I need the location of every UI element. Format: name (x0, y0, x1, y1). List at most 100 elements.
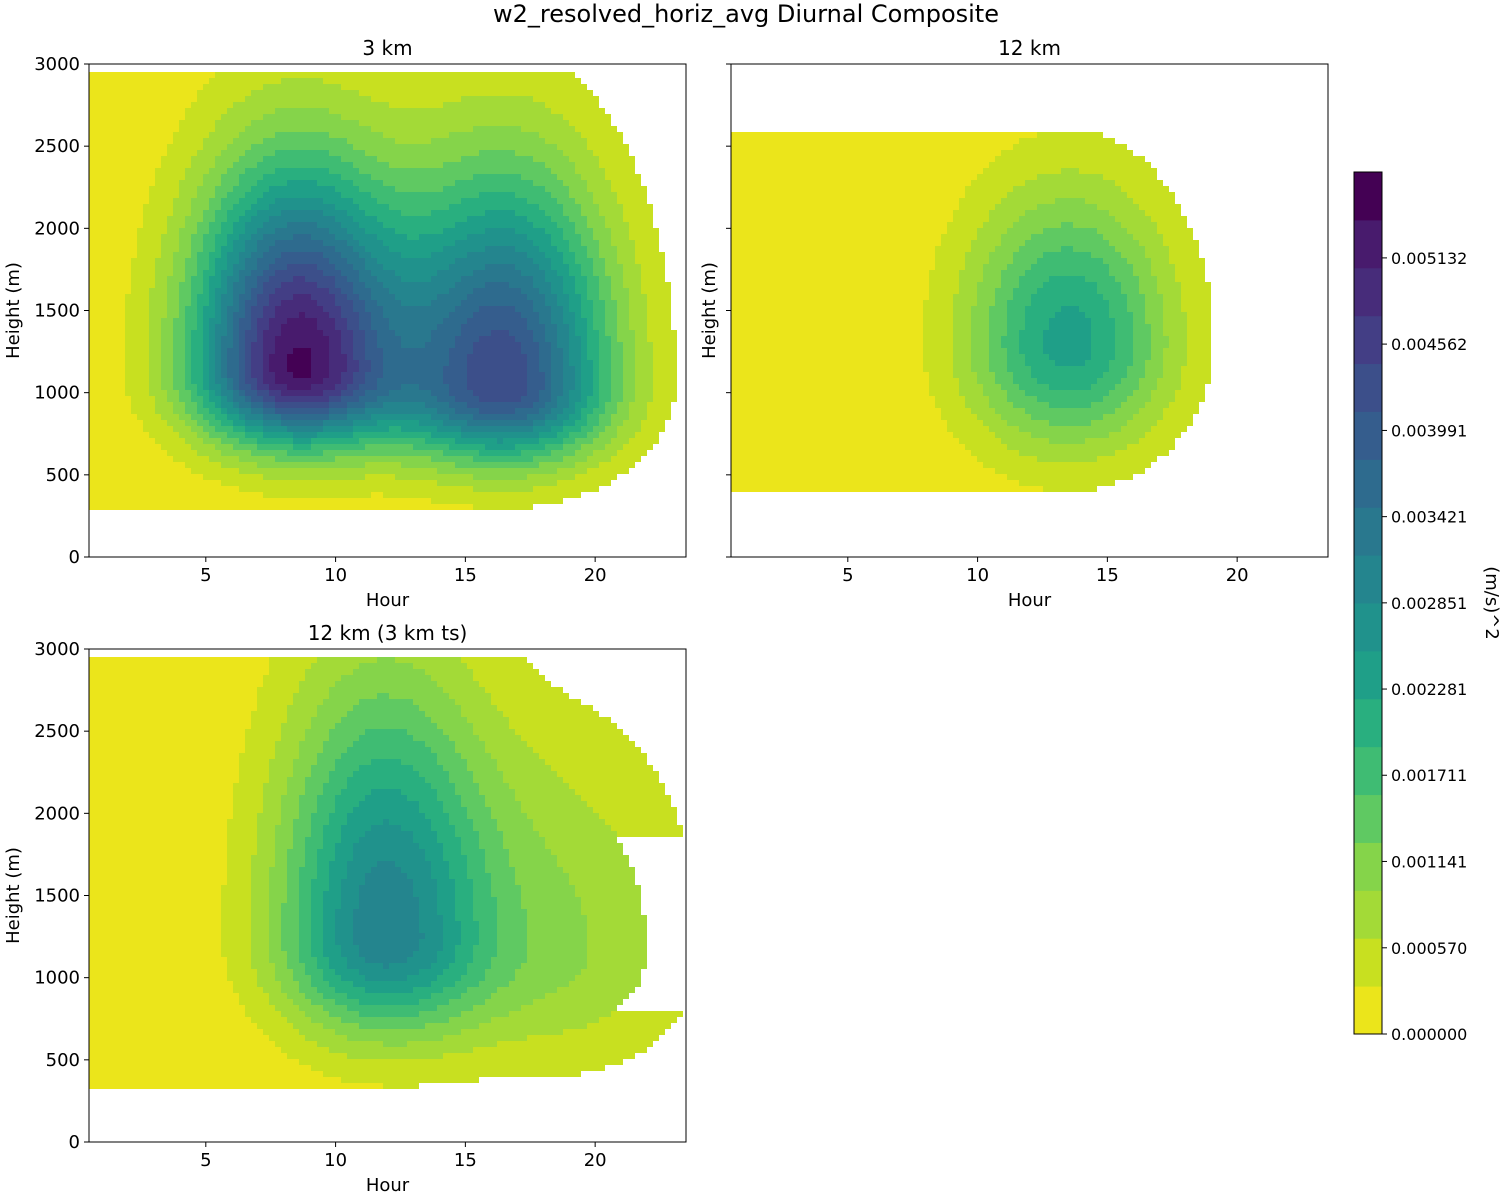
contour-cell (89, 855, 227, 861)
contour-cell (257, 378, 263, 384)
contour-cell (281, 729, 305, 735)
contour-cell (329, 312, 341, 318)
contour-cell (425, 438, 455, 444)
contour-cell (491, 879, 515, 885)
contour-cell (209, 294, 215, 300)
contour-cell (263, 987, 281, 993)
contour-cell (353, 939, 419, 945)
contour-cell (1007, 312, 1025, 318)
contour-cell (341, 891, 359, 897)
contour-cell (545, 330, 557, 336)
contour-cell (1019, 336, 1043, 342)
contour-cell (239, 318, 251, 324)
contour-cell (497, 438, 503, 444)
contour-cell (1133, 270, 1151, 276)
contour-cell (263, 84, 341, 90)
contour-cell (443, 687, 485, 693)
contour-cell (731, 240, 941, 246)
contour-cell (209, 396, 221, 402)
contour-cell (191, 234, 203, 240)
contour-cell (89, 90, 197, 96)
contour-cell (407, 234, 419, 240)
contour-cell (149, 330, 161, 336)
contour-cell (383, 348, 449, 354)
contour-cell (515, 192, 551, 198)
contour-cell (317, 957, 329, 963)
contour-cell (647, 414, 671, 420)
contour-cell (239, 300, 245, 306)
contour-cell (1133, 198, 1175, 204)
contour-cell (389, 426, 401, 432)
contour-cell (347, 210, 365, 216)
contour-cell (221, 180, 239, 186)
contour-cell (593, 438, 611, 444)
contour-cell (731, 144, 1013, 150)
contour-cell (971, 318, 989, 324)
contour-cell (449, 384, 467, 390)
contour-cell (245, 126, 371, 132)
contour-cell (275, 270, 323, 276)
contour-cell (653, 366, 677, 372)
contour-cell (209, 252, 221, 258)
contour-cell (1109, 270, 1133, 276)
contour-cell (353, 420, 377, 426)
contour-cell (287, 705, 317, 711)
contour-cell (1145, 312, 1163, 318)
contour-cell (329, 735, 359, 741)
contour-cell (359, 90, 593, 96)
contour-cell (467, 867, 485, 873)
contour-cell (527, 474, 575, 480)
contour-cell (527, 939, 587, 945)
contour-cell (497, 897, 521, 903)
contour-cell (359, 903, 419, 909)
contour-cell (1151, 342, 1169, 348)
contour-cell (575, 222, 587, 228)
contour-cell (527, 951, 587, 957)
contour-cell (239, 330, 245, 336)
contour-cell (1013, 294, 1031, 300)
contour-cell (89, 114, 185, 120)
contour-cell (443, 378, 467, 384)
contour-cell (155, 282, 167, 288)
contour-cell (1145, 318, 1163, 324)
contour-cell (617, 258, 635, 264)
contour-cell (263, 474, 365, 480)
contour-cell (545, 336, 557, 342)
contour-cell (371, 96, 461, 102)
contour-cell (347, 240, 359, 246)
contour-cell (731, 408, 941, 414)
contour-cell (581, 264, 593, 270)
contour-cell (167, 282, 179, 288)
contour-cell (731, 132, 1037, 138)
contour-cell (179, 282, 191, 288)
contour-cell (995, 294, 1013, 300)
contour-cell (485, 741, 527, 747)
contour-cell (269, 669, 305, 675)
contour-cell (215, 324, 227, 330)
contour-cell (221, 927, 251, 933)
contour-cell (455, 981, 479, 987)
contour-cell (1007, 228, 1043, 234)
contour-cell (185, 360, 191, 366)
contour-cell (167, 312, 179, 318)
contour-cell (1025, 270, 1109, 276)
contour-cell (575, 258, 593, 264)
colorbar-level (1354, 411, 1382, 460)
contour-cell (173, 264, 185, 270)
contour-cell (329, 885, 341, 891)
contour-cell (125, 336, 149, 342)
contour-cell (473, 390, 527, 396)
contour-cell (251, 342, 263, 348)
colorbar-level (1354, 986, 1382, 1035)
contour-cell (251, 855, 275, 861)
contour-cell (323, 915, 335, 921)
contour-cell (593, 384, 599, 390)
contour-cell (383, 1083, 419, 1089)
contour-cell (569, 300, 581, 306)
contour-cell (539, 366, 551, 372)
contour-cell (533, 222, 557, 228)
contour-cell (635, 258, 665, 264)
contour-cell (1025, 390, 1109, 396)
contour-cell (263, 192, 341, 198)
contour-cell (1115, 324, 1133, 330)
